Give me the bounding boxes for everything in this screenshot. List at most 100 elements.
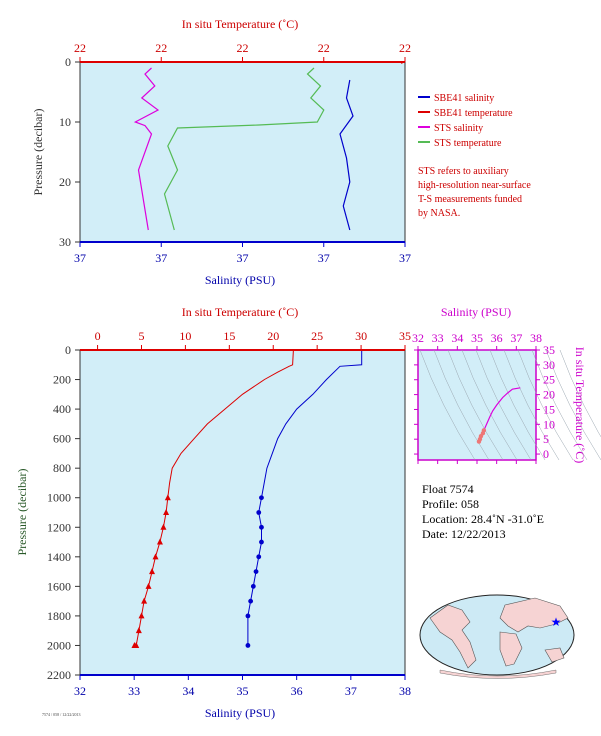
surface-top-ticks: 22 22 22 22 22 — [74, 41, 411, 62]
surface-y-axis-title: Pressure (decibar) — [31, 109, 45, 196]
temperature-point-marker — [149, 568, 156, 575]
temperature-point-marker — [145, 582, 152, 589]
salinity-point-marker — [259, 524, 264, 530]
salinity-point-marker — [245, 643, 251, 648]
surface-y-tick-label: 30 — [59, 235, 71, 249]
legend-label: SBE41 temperature — [434, 108, 513, 119]
density-contour — [531, 349, 588, 461]
deep-top-tick-label: 0 — [95, 329, 101, 343]
salinity-point-marker — [253, 569, 259, 574]
deep-y-tick-label: 800 — [53, 461, 71, 475]
temperature-point-marker — [135, 627, 142, 634]
salinity-point-marker — [259, 495, 264, 501]
ts-deep-point — [481, 428, 487, 433]
deep-y-tick-label: 600 — [53, 432, 71, 446]
deep-y-tick-label: 1600 — [47, 579, 71, 593]
temperature-point-marker — [131, 641, 138, 648]
surface-legend: SBE41 salinity SBE41 temperature STS salin… — [418, 93, 513, 149]
ts-series-group — [476, 387, 521, 444]
ts-y-tick-label: 10 — [543, 417, 555, 431]
surface-y-tick-label: 20 — [59, 175, 71, 189]
deep-chart: In situ Temperature (˚C) 0 5 10 15 20 25 30 35 … — [15, 305, 411, 720]
deep-y-tick-label: 2200 — [47, 668, 71, 682]
deep-top-tick-label: 30 — [355, 329, 367, 343]
density-contour — [489, 349, 546, 461]
ts-y-tick-label: 35 — [543, 343, 555, 357]
surface-series-line-3 — [163, 67, 325, 231]
salinity-point-marker — [256, 554, 262, 560]
float-location-star: ★ — [551, 615, 562, 629]
deep-top-tick-label: 5 — [138, 329, 144, 343]
surface-series-group — [133, 62, 403, 231]
surface-series-line-2 — [133, 67, 160, 231]
deep-y-tick-label: 1400 — [47, 550, 71, 564]
map-land-eurasia — [499, 597, 569, 633]
surface-top-axis-title: In situ Temperature (˚C) — [182, 17, 299, 31]
date: Date: 12/22/2013 — [422, 527, 506, 541]
ts-y-tick-label: 20 — [543, 388, 555, 402]
location: Location: 28.4˚N -31.0˚E — [422, 512, 544, 526]
surface-bottom-tick-label: 37 — [237, 251, 249, 265]
deep-bottom-tick-label: 36 — [291, 684, 303, 698]
deep-bottom-tick-label: 38 — [399, 684, 411, 698]
float-id: Float 7574 — [422, 482, 474, 496]
salinity-point-marker — [245, 613, 251, 619]
density-contour — [545, 349, 601, 461]
surface-top-tick-label: 22 — [74, 41, 86, 55]
ts-x-ticks: 32 33 34 35 36 37 38 — [412, 331, 542, 464]
ts-y-tick-label: 30 — [543, 358, 555, 372]
deep-top-tick-label: 35 — [399, 329, 411, 343]
map-land-antarctica — [439, 669, 557, 679]
deep-top-tick-label: 15 — [223, 329, 235, 343]
deep-bottom-ticks: 32 33 34 35 36 37 38 — [74, 675, 411, 698]
world-map: ★ — [419, 594, 575, 679]
ts-y-tick-label: 25 — [543, 373, 555, 387]
deep-top-tick-label: 10 — [179, 329, 191, 343]
density-contour — [461, 349, 518, 461]
surface-top-tick-label: 22 — [399, 41, 411, 55]
surface-x-axis-title: Salinity (PSU) — [205, 273, 275, 287]
deep-bottom-tick-label: 35 — [237, 684, 249, 698]
ts-y-tick-label: 15 — [543, 402, 555, 416]
deep-top-axis-title: In situ Temperature (˚C) — [182, 305, 299, 319]
deep-y-ticks: 0 200 400 600 800 1000 1200 1400 1600 1800 2000 220… — [47, 343, 80, 682]
surface-top-tick-label: 22 — [318, 41, 330, 55]
deep-y-tick-label: 0 — [65, 343, 71, 357]
deep-y-tick-label: 1000 — [47, 491, 71, 505]
surface-bottom-tick-label: 37 — [399, 251, 411, 265]
temperature-point-marker — [152, 553, 159, 560]
deep-y-axis-title: Pressure (decibar) — [15, 469, 29, 556]
map-land-australia — [544, 647, 565, 663]
ts-x-tick-label: 33 — [432, 331, 444, 345]
surface-chart: In situ Temperature (˚C) 22 22 22 22 22 37 37… — [31, 17, 411, 287]
temperature-point-marker — [164, 494, 171, 501]
deep-plot-area — [79, 349, 406, 676]
temperature-point-marker — [141, 597, 148, 604]
surface-bottom-tick-label: 37 — [74, 251, 86, 265]
deep-top-tick-label: 25 — [311, 329, 323, 343]
profile-number: Profile: 058 — [422, 497, 479, 511]
deep-bottom-tick-label: 37 — [345, 684, 357, 698]
deep-bottom-tick-label: 33 — [128, 684, 140, 698]
map-land-africa — [499, 631, 523, 667]
ts-x-tick-label: 35 — [471, 331, 483, 345]
salinity-point-marker — [250, 583, 256, 589]
salinity-point-marker — [259, 539, 264, 545]
temperature-point-marker — [156, 538, 163, 545]
legend-label: STS salinity — [434, 123, 483, 134]
ts-y-axis-title: In situ Temperature (˚C) — [573, 347, 587, 464]
footer-tiny-text: 7574 / 058 / 12/22/2013 — [42, 712, 80, 717]
deep-x-axis-title: Salinity (PSU) — [205, 706, 275, 720]
deep-series-group — [131, 349, 363, 648]
map-land-america — [429, 604, 477, 669]
density-contour — [475, 349, 532, 461]
deep-y-tick-label: 200 — [53, 373, 71, 387]
deep-series-line-1 — [247, 350, 363, 646]
deep-y-tick-label: 1200 — [47, 520, 71, 534]
sts-note: STS refers to auxiliary high-resolution n… — [418, 166, 531, 219]
deep-y-tick-label: 1800 — [47, 609, 71, 623]
surface-series-line-0 — [339, 79, 354, 231]
density-contour — [517, 349, 574, 461]
